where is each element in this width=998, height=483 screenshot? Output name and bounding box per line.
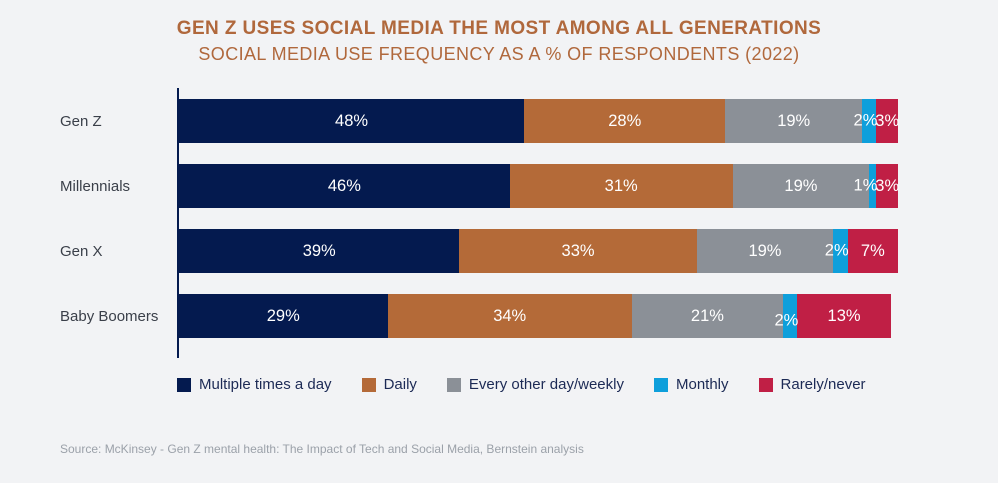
- bar-track: 29% 34% 21% 2% 13%: [179, 294, 898, 338]
- bar-track: 46% 31% 19% 1% 3%: [179, 164, 900, 208]
- bar-value-label: 3%: [875, 111, 900, 130]
- legend-swatch-icon: [177, 377, 191, 392]
- bar-value-label: 46%: [327, 176, 361, 195]
- bar-segment: 7%: [847, 229, 898, 273]
- bar-value-label: 34%: [493, 306, 527, 325]
- bar-segment: 48%: [179, 99, 525, 143]
- legend-swatch-icon: [653, 377, 668, 392]
- bar-value-label: 7%: [860, 241, 885, 260]
- bar-value-label: 33%: [561, 241, 595, 260]
- legend-label: Daily: [383, 376, 417, 393]
- category-label: Gen X: [60, 242, 103, 260]
- y-axis-line: [177, 88, 179, 358]
- chart-title: GEN Z USES SOCIAL MEDIA THE MOST AMONG A…: [176, 18, 822, 39]
- bar-value-label: 2%: [824, 241, 849, 260]
- bar-segment: 2%: [774, 294, 798, 338]
- bar-value-label: 2%: [853, 111, 878, 130]
- bar-value-label: 3%: [875, 176, 900, 195]
- bar-segment: 39%: [179, 229, 460, 273]
- bar-segment: 3%: [875, 164, 900, 208]
- legend-item: Every other day/weekly: [446, 376, 624, 393]
- legend-item: Daily: [361, 376, 417, 393]
- bar-track: 48% 28% 19% 2% 3%: [179, 99, 900, 143]
- category-label: Millennials: [60, 177, 131, 195]
- bar-row: Millennials 46% 31% 19% 1% 3%: [0, 164, 998, 208]
- legend-label: Rarely/never: [780, 376, 866, 393]
- bar-segment: 3%: [875, 99, 900, 143]
- bar-value-label: 21%: [690, 306, 724, 325]
- bar-row: Baby Boomers 29% 34% 21% 2% 13%: [0, 294, 998, 338]
- bar-value-label: 2%: [774, 311, 799, 330]
- legend-label: Multiple times a day: [199, 376, 332, 393]
- bar-value-label: 19%: [784, 176, 818, 195]
- plot-rows: Gen Z 48% 28% 19% 2% 3% Millennials 46% 31% 19% 1%…: [0, 99, 998, 359]
- bar-value-label: 19%: [748, 241, 782, 260]
- bar-segment: 2%: [825, 229, 849, 273]
- bar-segment: 1%: [854, 164, 877, 208]
- legend-item: Multiple times a day: [177, 376, 332, 393]
- legend-swatch-icon: [361, 377, 376, 392]
- source-note: Source: McKinsey - Gen Z mental health: …: [60, 442, 584, 456]
- category-label: Baby Boomers: [60, 307, 159, 325]
- chart-subtitle: SOCIAL MEDIA USE FREQUENCY AS A % OF RES…: [198, 44, 800, 64]
- bar-segment: 19%: [732, 164, 870, 208]
- category-label: Gen Z: [60, 112, 102, 130]
- legend: Multiple times a day Daily Every other day…: [177, 376, 866, 393]
- bar-segment: 13%: [797, 294, 891, 338]
- bar-track: 39% 33% 19% 2% 7%: [179, 229, 898, 273]
- bar-segment: 46%: [179, 164, 510, 208]
- bar-segment: 29%: [179, 294, 388, 338]
- bar-row: Gen X 39% 33% 19% 2% 7%: [0, 229, 998, 273]
- bar-value-label: 39%: [302, 241, 336, 260]
- bar-segment: 34%: [387, 294, 632, 338]
- legend-label: Every other day/weekly: [468, 376, 624, 393]
- bar-value-label: 31%: [604, 176, 638, 195]
- bar-row: Gen Z 48% 28% 19% 2% 3%: [0, 99, 998, 143]
- bar-value-label: 13%: [827, 306, 861, 325]
- bar-segment: 33%: [459, 229, 697, 273]
- bar-segment: 31%: [509, 164, 733, 208]
- bar-segment: 2%: [854, 99, 877, 143]
- bar-value-label: 28%: [608, 111, 642, 130]
- legend-swatch-icon: [446, 377, 461, 392]
- legend-swatch-icon: [758, 377, 773, 392]
- bar-value-label: 1%: [853, 176, 878, 195]
- legend-label: Monthly: [675, 376, 729, 393]
- bar-value-label: 29%: [266, 306, 300, 325]
- legend-item: Rarely/never: [758, 376, 866, 393]
- bar-value-label: 48%: [335, 111, 369, 130]
- legend-item: Monthly: [653, 376, 729, 393]
- bar-value-label: 19%: [777, 111, 811, 130]
- bar-segment: 21%: [631, 294, 783, 338]
- bar-segment: 28%: [524, 99, 726, 143]
- bar-segment: 19%: [696, 229, 834, 273]
- bar-segment: 19%: [725, 99, 863, 143]
